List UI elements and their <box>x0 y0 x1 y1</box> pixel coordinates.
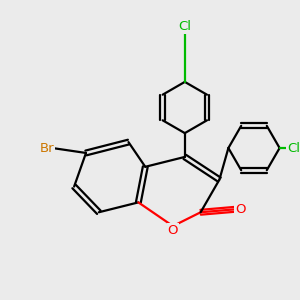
Text: Cl: Cl <box>287 142 300 154</box>
Text: O: O <box>236 203 246 216</box>
Text: O: O <box>168 224 178 238</box>
Text: Br: Br <box>40 142 54 154</box>
Text: Cl: Cl <box>178 20 191 33</box>
